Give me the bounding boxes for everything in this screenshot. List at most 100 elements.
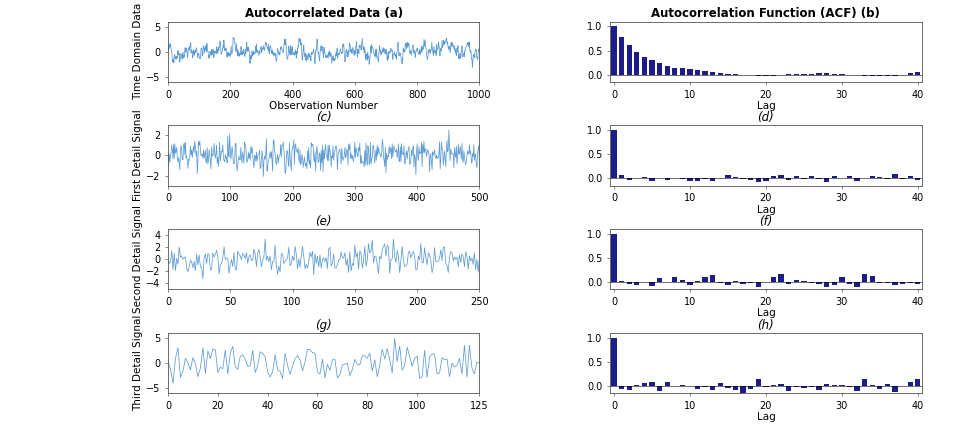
Bar bbox=[664, 382, 670, 386]
Bar bbox=[748, 282, 754, 283]
Bar bbox=[847, 282, 852, 284]
Bar bbox=[725, 386, 731, 388]
Bar bbox=[672, 277, 678, 282]
Bar bbox=[915, 379, 921, 386]
Bar bbox=[641, 57, 647, 75]
Bar bbox=[893, 75, 898, 76]
Bar bbox=[885, 75, 890, 76]
Bar bbox=[870, 176, 875, 178]
Bar bbox=[786, 178, 791, 180]
X-axis label: Lag: Lag bbox=[756, 101, 776, 111]
Bar bbox=[907, 73, 913, 75]
Bar bbox=[664, 66, 670, 75]
Bar bbox=[893, 386, 898, 392]
Bar bbox=[732, 177, 738, 178]
Bar bbox=[779, 175, 783, 178]
Bar bbox=[635, 282, 639, 286]
Bar bbox=[915, 178, 921, 181]
X-axis label: Observation Number: Observation Number bbox=[269, 101, 378, 111]
Bar bbox=[893, 282, 898, 285]
Bar bbox=[885, 178, 890, 179]
Bar bbox=[748, 386, 754, 389]
Bar bbox=[831, 385, 837, 386]
Bar bbox=[725, 282, 731, 285]
Bar bbox=[687, 178, 692, 181]
X-axis label: Lag: Lag bbox=[756, 205, 776, 215]
Bar bbox=[710, 178, 715, 181]
Bar bbox=[695, 178, 700, 181]
Bar bbox=[816, 178, 822, 179]
Bar bbox=[649, 381, 655, 386]
Bar bbox=[824, 73, 829, 75]
Bar bbox=[680, 68, 685, 75]
Bar bbox=[612, 130, 616, 178]
Title: (h): (h) bbox=[757, 319, 775, 332]
Y-axis label: Time Domain Data: Time Domain Data bbox=[133, 3, 143, 100]
Bar bbox=[680, 178, 685, 179]
Bar bbox=[612, 338, 616, 386]
Bar bbox=[619, 386, 624, 389]
Bar bbox=[802, 386, 806, 388]
Bar bbox=[710, 386, 715, 390]
Bar bbox=[809, 282, 814, 283]
Bar bbox=[740, 178, 746, 179]
Y-axis label: Third Detail Signal: Third Detail Signal bbox=[133, 315, 143, 411]
Bar bbox=[786, 282, 791, 283]
Bar bbox=[771, 175, 776, 178]
Bar bbox=[854, 386, 860, 391]
Bar bbox=[870, 276, 875, 282]
Bar bbox=[862, 274, 867, 282]
Bar bbox=[619, 175, 624, 178]
Title: Autocorrelated Data (a): Autocorrelated Data (a) bbox=[245, 7, 403, 20]
Bar bbox=[695, 70, 700, 75]
Title: (g): (g) bbox=[315, 319, 332, 332]
Bar bbox=[680, 385, 685, 386]
Bar bbox=[680, 280, 685, 282]
Bar bbox=[657, 278, 662, 282]
Bar bbox=[786, 74, 791, 75]
Bar bbox=[763, 178, 769, 181]
Title: Autocorrelation Function (ACF) (b): Autocorrelation Function (ACF) (b) bbox=[652, 7, 880, 20]
Bar bbox=[816, 386, 822, 390]
Bar bbox=[627, 386, 632, 390]
Bar bbox=[657, 63, 662, 75]
X-axis label: Lag: Lag bbox=[756, 412, 776, 422]
Bar bbox=[831, 73, 837, 75]
Bar bbox=[649, 282, 655, 286]
Bar bbox=[627, 282, 632, 284]
Bar bbox=[657, 386, 662, 391]
Bar bbox=[885, 282, 890, 283]
Bar bbox=[695, 386, 700, 389]
Y-axis label: Second Detail Signal: Second Detail Signal bbox=[133, 205, 143, 313]
Bar bbox=[718, 383, 723, 386]
Bar bbox=[809, 386, 814, 388]
Bar bbox=[809, 176, 814, 178]
Bar bbox=[809, 74, 814, 75]
Bar bbox=[885, 384, 890, 386]
Title: (d): (d) bbox=[757, 111, 775, 124]
Bar bbox=[627, 178, 632, 180]
Bar bbox=[612, 234, 616, 282]
Bar bbox=[725, 175, 731, 178]
Bar bbox=[786, 386, 791, 391]
Bar bbox=[649, 60, 655, 75]
Bar bbox=[703, 386, 708, 388]
Bar bbox=[740, 386, 746, 396]
Bar bbox=[824, 178, 829, 182]
Bar bbox=[893, 174, 898, 178]
Bar bbox=[771, 276, 776, 282]
Bar bbox=[732, 281, 738, 282]
Bar bbox=[732, 386, 738, 390]
Bar bbox=[635, 52, 639, 75]
Bar bbox=[641, 383, 647, 386]
Bar bbox=[915, 282, 921, 284]
Bar bbox=[695, 281, 700, 282]
Bar bbox=[612, 26, 616, 75]
Bar bbox=[816, 73, 822, 75]
Bar bbox=[703, 178, 708, 179]
Bar bbox=[831, 282, 837, 286]
Title: (f): (f) bbox=[759, 215, 773, 228]
Bar bbox=[915, 72, 921, 75]
Bar bbox=[847, 386, 852, 388]
Bar bbox=[756, 178, 761, 182]
